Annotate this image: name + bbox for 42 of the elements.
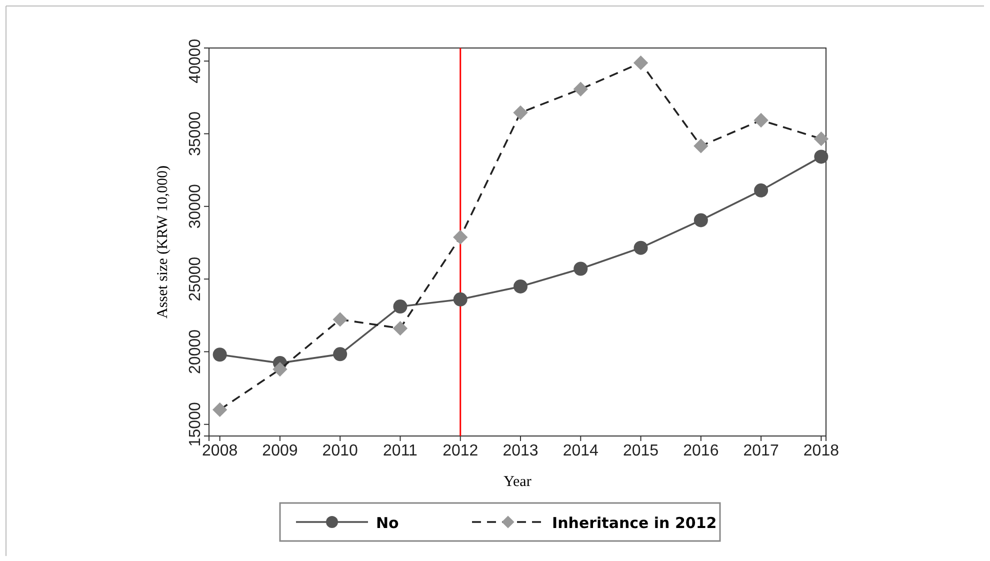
x-tick-label: 2015: [622, 442, 659, 460]
y-tick-label: 25000: [187, 256, 204, 302]
y-tick-label: 15000: [187, 402, 204, 447]
x-tick-label: 2018: [803, 442, 840, 460]
x-tick-label: 2012: [442, 442, 478, 460]
point: [754, 183, 768, 198]
point: [754, 112, 768, 128]
point: [694, 213, 708, 228]
y-tick-label: 35000: [187, 111, 204, 156]
point: [453, 230, 468, 245]
point: [332, 312, 348, 327]
x-tick-label: 2017: [743, 442, 779, 460]
x-tick-label: 2009: [262, 442, 298, 460]
x-tick-label: 2013: [502, 442, 538, 460]
point: [272, 362, 288, 377]
x-tick-label: 2010: [322, 442, 358, 460]
x-tick-label: 2016: [683, 442, 719, 460]
x-tick-label: 2011: [383, 442, 418, 460]
point: [333, 347, 348, 362]
point: [814, 131, 829, 146]
point: [212, 348, 227, 362]
x-tick-label: 2008: [202, 442, 238, 460]
point: [573, 82, 588, 96]
point: [453, 292, 468, 306]
point: [694, 138, 708, 154]
point: [634, 240, 648, 255]
legend-label: Inheritance in 2012: [552, 514, 717, 532]
y-tick-label: 20000: [187, 329, 204, 374]
point: [574, 262, 588, 276]
point: [514, 279, 528, 294]
point: [212, 402, 228, 418]
point: [633, 55, 648, 70]
point: [392, 320, 408, 336]
legend-label: No: [376, 514, 399, 532]
y-axis-title: Asset size (KRW 10,000): [155, 165, 171, 319]
x-axis-title: Year: [504, 474, 532, 490]
y-tick-label: 40000: [187, 38, 204, 84]
point: [393, 300, 408, 314]
x-tick-label: 2014: [562, 442, 599, 460]
y-tick-label: 30000: [187, 184, 204, 229]
point: [513, 105, 528, 120]
point: [814, 150, 828, 164]
